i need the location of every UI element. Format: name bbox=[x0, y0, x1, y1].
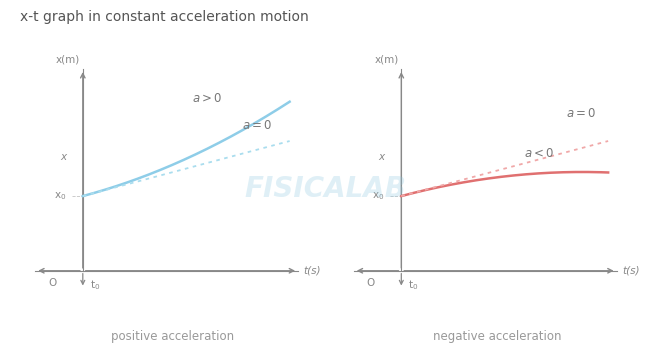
Text: t(s): t(s) bbox=[304, 266, 321, 276]
Text: t$_0$: t$_0$ bbox=[408, 278, 419, 292]
Text: $a < 0$: $a < 0$ bbox=[525, 147, 554, 160]
Text: x: x bbox=[60, 152, 66, 162]
Text: t(s): t(s) bbox=[622, 266, 640, 276]
Text: positive acceleration: positive acceleration bbox=[111, 330, 234, 343]
Text: x: x bbox=[378, 152, 385, 162]
Text: negative acceleration: negative acceleration bbox=[433, 330, 562, 343]
Text: $a = 0$: $a = 0$ bbox=[242, 119, 272, 132]
Text: O: O bbox=[48, 278, 56, 288]
Text: $a = 0$: $a = 0$ bbox=[566, 107, 597, 120]
Text: $a > 0$: $a > 0$ bbox=[192, 92, 222, 105]
Text: x(m): x(m) bbox=[374, 54, 398, 64]
Text: FISICALAB: FISICALAB bbox=[244, 175, 406, 203]
Text: t$_0$: t$_0$ bbox=[90, 278, 100, 292]
Text: O: O bbox=[367, 278, 374, 288]
Text: x(m): x(m) bbox=[56, 54, 80, 64]
Text: x$_0$: x$_0$ bbox=[372, 190, 385, 202]
Text: x$_0$: x$_0$ bbox=[54, 190, 66, 202]
Text: x-t graph in constant acceleration motion: x-t graph in constant acceleration motio… bbox=[20, 10, 308, 25]
